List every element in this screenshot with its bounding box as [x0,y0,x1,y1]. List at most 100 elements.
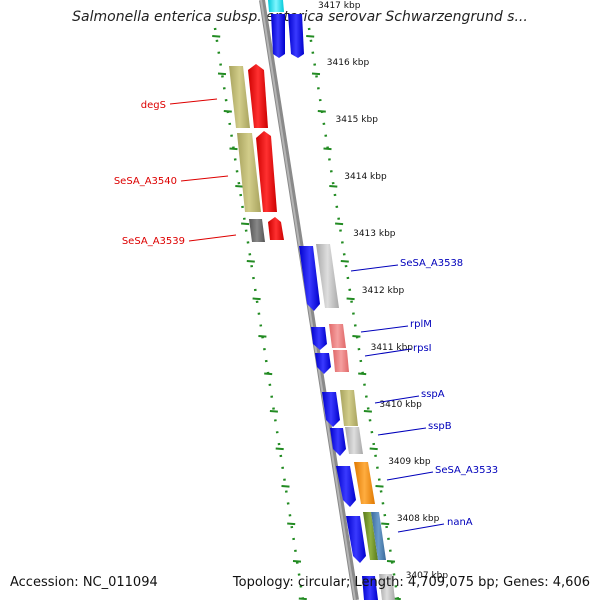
left-major-tick [235,185,244,188]
gene-arrow-SeSA_A3540 [256,131,277,212]
right-major-tick [375,485,384,488]
right-major-tick [386,560,396,563]
kbp-label: 3412 kbp [362,286,405,296]
cog-gray-bottom [379,574,395,600]
right-tick-rail [307,27,400,600]
gene-arrow-SeSA_A3538 [299,246,320,311]
right-major-tick [358,372,367,376]
gene-arrow-top-blue-2 [288,14,304,58]
cog-olive-nanA [363,512,378,560]
kbp-scale: 3417 kbp 3416 kbp 3415 kbp 3414 kbp 3413 kbp… [318,1,448,581]
kbp-ticks [212,35,401,600]
accession-text: Accession: NC_011094 [10,575,158,590]
gene-label-SeSA_A3540: SeSA_A3540 [114,176,177,187]
kbp-label: 3413 kbp [353,229,396,239]
right-labels: SeSA_A3538 rplM rpsI sspA sspB SeSA_A353… [350,258,498,533]
cog-khaki-sspA [340,390,358,426]
kbp-label: 3408 kbp [397,514,440,524]
left-major-tick [258,335,267,338]
genome-summary-text: Topology: circular; Length: 4,709,075 bp… [232,575,590,590]
gene-label-rplM: rplM [410,319,432,330]
right-major-tick [317,110,326,113]
left-major-tick [212,35,221,38]
right-major-tick [363,410,372,413]
gene-label-sspB: sspB [428,421,452,432]
right-major-tick [340,260,349,263]
cog-steelblue-nanA [371,512,386,560]
kbp-label: 3409 kbp [388,457,431,467]
gene-arrow-top-blue-1 [271,14,285,58]
right-major-tick [381,522,390,526]
cog-dark-3539 [249,219,265,242]
left-major-tick [281,485,290,488]
leader-SeSA_A3539 [188,234,237,242]
gene-label-sspA: sspA [421,389,445,400]
leader-sspB [377,427,427,436]
gene-arrow-SeSA_A3539 [268,217,284,240]
gene-label-SeSA_A3539: SeSA_A3539 [122,236,185,247]
gene-label-SeSA_A3533: SeSA_A3533 [435,465,498,476]
left-major-tick [241,222,250,226]
right-major-tick [335,222,344,226]
left-major-tick [229,147,238,151]
leader-nanA [397,523,445,533]
cog-pink-rpsI [333,350,349,372]
gene-arrow-bottom-blue [362,576,378,600]
left-major-tick [298,597,307,600]
right-major-tick [329,185,338,188]
gene-arrow-rplM [311,327,327,350]
gene-label-nanA: nanA [447,517,473,528]
leader-degS [169,98,218,105]
cog-orange-3533 [354,462,375,504]
gene-label-SeSA_A3538: SeSA_A3538 [400,258,463,269]
leader-rpsI [364,348,412,357]
leader-rplM [360,325,409,333]
leader-SeSA_A3538 [350,264,399,272]
cog-khaki-1 [229,66,250,128]
left-labels: degS SeSA_A3540 SeSA_A3539 [114,98,237,247]
kbp-label: 3411 kbp [371,343,414,353]
gene-arrow-rpsI [315,353,331,374]
right-features [299,244,395,600]
right-major-tick [306,35,315,38]
cog-pink-rplM [329,324,346,348]
right-major-tick [352,335,361,338]
leader-SeSA_A3533 [386,471,434,481]
left-major-tick [252,297,261,301]
leader-SeSA_A3540 [180,175,229,182]
left-major-tick [223,110,232,113]
left-major-tick [287,522,296,526]
right-major-tick [311,72,321,76]
left-major-tick [217,72,227,76]
gene-arrow-top-cyan [268,0,284,12]
left-major-tick [264,372,273,376]
left-features [229,64,284,242]
gene-arrow-sspB [330,428,346,456]
gene-arrow-nanA [346,516,366,563]
gene-arrow-SeSA_A3533 [336,466,356,507]
gene-label-rpsI: rpsI [413,343,432,354]
right-major-tick [323,147,332,151]
cog-gray-3538 [316,244,339,308]
left-tick-rail [213,27,305,600]
left-major-tick [292,560,302,563]
right-major-tick [346,297,355,301]
left-major-tick [246,260,255,263]
leader-sspA [374,395,420,404]
gene-arrow-degS [248,64,268,128]
kbp-label: 3417 kbp [318,1,361,11]
cog-khaki-2 [237,133,261,212]
gene-label-degS: degS [141,100,166,111]
kbp-label: 3410 kbp [379,400,422,410]
kbp-label: 3407 kbp [406,571,449,581]
cog-gray-sspB [345,427,363,454]
gene-arrow-sspA [322,392,340,427]
kbp-label: 3416 kbp [327,58,370,68]
right-major-tick [369,447,378,451]
top-features [268,0,304,58]
kbp-label: 3415 kbp [336,115,379,125]
kbp-label: 3414 kbp [344,172,387,182]
left-major-tick [275,447,284,451]
left-major-tick [269,410,278,413]
